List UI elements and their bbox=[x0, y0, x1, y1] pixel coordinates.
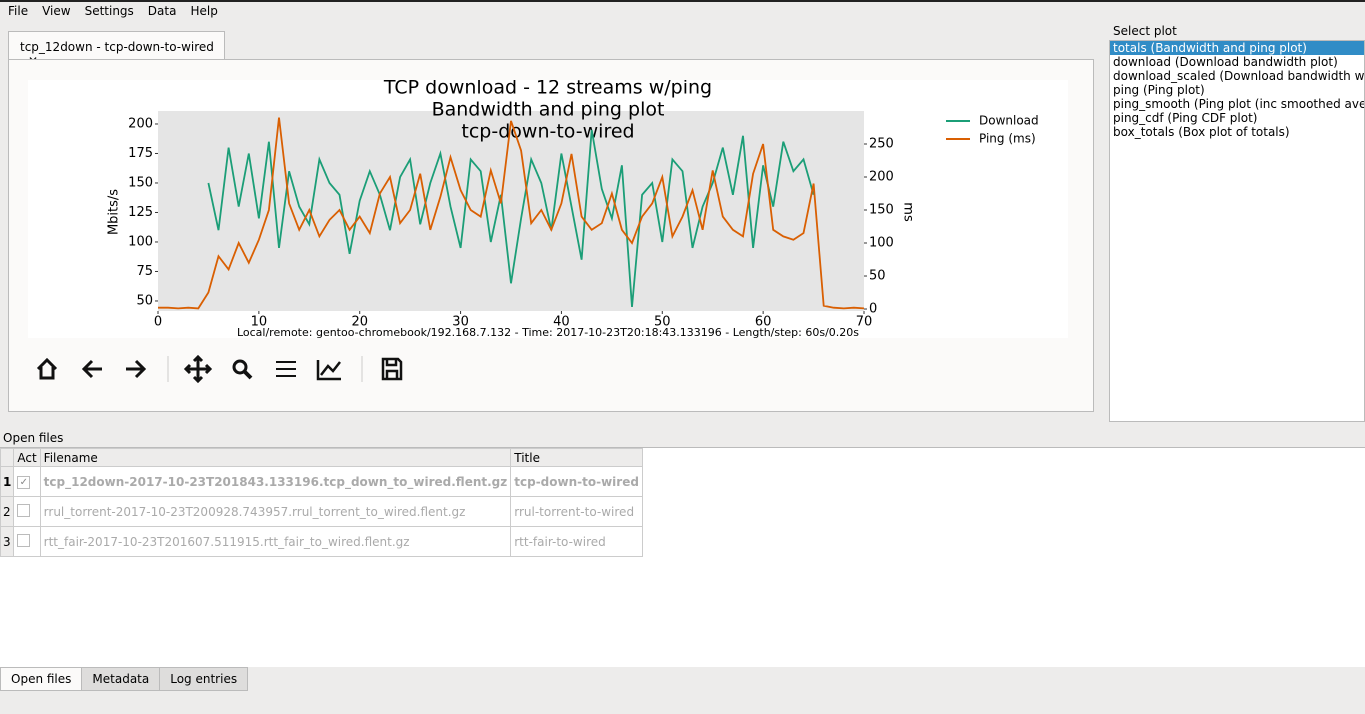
file-title: tcp-down-to-wired bbox=[510, 466, 643, 497]
chart-footer: Local/remote: gentoo-chromebook/192.168.… bbox=[237, 326, 859, 338]
bottom-tab[interactable]: Open files bbox=[0, 667, 83, 691]
y-tick-label: 75 bbox=[136, 264, 153, 279]
y2-tick-label: 100 bbox=[869, 236, 894, 251]
files-table: Act Filename Title 1 ✓ tcp_12down-2017-10-23T… bbox=[0, 448, 643, 557]
file-title: rtt-fair-to-wired bbox=[510, 526, 643, 557]
file-row[interactable]: 3 rtt_fair-2017-10-23T201607.511915.rtt_f… bbox=[0, 526, 643, 557]
chart: TCP download - 12 streams w/pingBandwidt… bbox=[28, 80, 1068, 338]
legend-label: Download bbox=[979, 114, 1039, 128]
panel-title: Select plot bbox=[1113, 24, 1177, 38]
bottom-tab[interactable]: Metadata bbox=[81, 667, 161, 691]
checkbox[interactable] bbox=[17, 533, 31, 547]
checkbox[interactable] bbox=[17, 503, 31, 517]
back-button[interactable] bbox=[81, 359, 102, 379]
pan-button[interactable] bbox=[183, 354, 213, 384]
plot-option[interactable]: download (Download bandwidth plot) bbox=[1113, 55, 1338, 69]
y-tick-label: 50 bbox=[136, 293, 153, 308]
y-tick-label: 175 bbox=[128, 146, 153, 161]
home-button[interactable] bbox=[36, 357, 58, 380]
plot-option[interactable]: download_scaled (Download bandwidth w/ax… bbox=[1113, 69, 1365, 83]
file-row[interactable]: 1 ✓ tcp_12down-2017-10-23T201843.133196.tc… bbox=[0, 466, 643, 497]
column-header[interactable]: Act bbox=[13, 448, 41, 467]
checkbox[interactable]: ✓ bbox=[17, 476, 31, 489]
filename: rtt_fair-2017-10-23T201607.511915.rtt_fa… bbox=[39, 526, 512, 557]
x-tick-label: 10 bbox=[251, 315, 268, 330]
open-files-panel: Act Filename Title 1 ✓ tcp_12down-2017-10-23T… bbox=[0, 447, 1365, 667]
x-tick-label: 70 bbox=[856, 315, 873, 330]
menu-item[interactable]: Data bbox=[147, 4, 177, 18]
x-tick-label: 30 bbox=[452, 315, 469, 330]
y-tick-label: 100 bbox=[128, 234, 153, 249]
y2-tick-label: 200 bbox=[869, 170, 894, 185]
active-cell bbox=[13, 526, 41, 557]
menu-bar: File View Settings Data Help bbox=[0, 0, 1365, 22]
plot-option[interactable]: ping_smooth (Ping plot (inc smoothed ave… bbox=[1113, 97, 1364, 111]
column-header[interactable]: Title bbox=[510, 448, 643, 467]
plot-list: totals (Bandwidth and ping plot) download… bbox=[1109, 40, 1365, 422]
axes-button[interactable] bbox=[316, 360, 341, 381]
plot-option[interactable]: box_totals (Box plot of totals) bbox=[1113, 125, 1290, 139]
x-tick-label: 60 bbox=[755, 315, 772, 330]
chart-title: tcp-down-to-wired bbox=[461, 121, 634, 143]
y-tick-label: 125 bbox=[128, 205, 153, 220]
tab-label: tcp_12down - tcp-down-to-wired bbox=[20, 40, 214, 54]
bottom-tabs: Open files Metadata Log entries bbox=[0, 667, 249, 691]
plot-option[interactable]: ping (Ping plot) bbox=[1113, 83, 1205, 97]
y2-tick-label: 250 bbox=[869, 137, 894, 152]
filename: rrul_torrent-2017-10-23T200928.743957.rr… bbox=[39, 496, 512, 527]
plot-option[interactable]: ping_cdf (Ping CDF plot) bbox=[1113, 111, 1258, 125]
y-axis-label: Mbits/s bbox=[107, 189, 122, 235]
filename: tcp_12down-2017-10-23T201843.133196.tcp_… bbox=[39, 466, 512, 497]
data-line bbox=[207, 129, 815, 307]
plot-tab[interactable]: tcp_12down - tcp-down-to-wired ✕ bbox=[8, 31, 225, 68]
y2-tick-label: 0 bbox=[869, 302, 877, 317]
menu-item[interactable]: Settings bbox=[84, 4, 134, 18]
data-line bbox=[158, 117, 865, 310]
x-tick-label: 40 bbox=[553, 315, 570, 330]
zoom-button[interactable] bbox=[232, 359, 248, 375]
y2-tick-label: 50 bbox=[869, 269, 886, 284]
file-title: rrul-torrent-to-wired bbox=[510, 496, 643, 527]
y2-tick-label: 150 bbox=[869, 203, 894, 218]
menu-item[interactable]: Help bbox=[190, 4, 218, 18]
active-cell: ✓ bbox=[13, 466, 41, 497]
file-row[interactable]: 2 rrul_torrent-2017-10-23T200928.743957.r… bbox=[0, 496, 643, 527]
forward-button[interactable] bbox=[126, 359, 147, 379]
row-number: 1 bbox=[0, 466, 15, 497]
toolbar bbox=[36, 354, 403, 384]
x-tick-label: 0 bbox=[154, 315, 162, 330]
menu-item[interactable]: File bbox=[8, 4, 29, 18]
column-header[interactable]: Filename bbox=[39, 448, 512, 467]
x-tick-label: 20 bbox=[351, 315, 368, 330]
plot-option[interactable]: totals (Bandwidth and ping plot) bbox=[1110, 41, 1364, 55]
chart-title: Bandwidth and ping plot bbox=[432, 99, 665, 121]
x-tick-label: 50 bbox=[654, 315, 671, 330]
y2-axis-label: ms bbox=[901, 202, 916, 222]
panel-title: Open files bbox=[3, 431, 64, 445]
chart-title: TCP download - 12 streams w/ping bbox=[383, 80, 712, 99]
y-tick-label: 200 bbox=[128, 116, 153, 131]
configure-button[interactable] bbox=[276, 361, 296, 377]
y-tick-label: 150 bbox=[128, 175, 153, 190]
menu-item[interactable]: View bbox=[42, 4, 71, 18]
zoom-handle bbox=[242, 369, 253, 380]
row-number: 2 bbox=[0, 496, 15, 527]
corner bbox=[0, 448, 15, 467]
save-button[interactable] bbox=[381, 357, 403, 381]
bottom-tab[interactable]: Log entries bbox=[159, 667, 249, 691]
active-cell bbox=[13, 496, 41, 527]
legend-label: Ping (ms) bbox=[979, 132, 1036, 146]
row-number: 3 bbox=[0, 526, 15, 557]
